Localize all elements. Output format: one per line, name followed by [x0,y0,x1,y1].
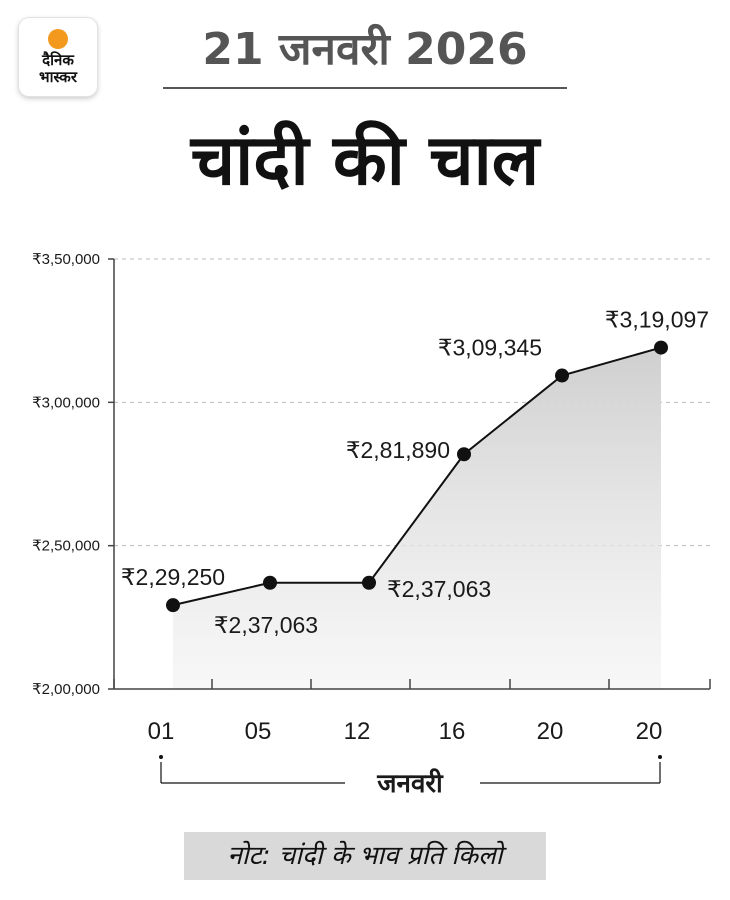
data-point [555,368,569,383]
y-tick-label: ₹3,50,000 [32,251,100,268]
x-tick-label: 20 [636,718,663,745]
header-date: 21 जनवरी 2026 [202,24,528,75]
data-point [263,575,277,590]
data-label: ₹2,29,250 [121,564,225,590]
data-label: ₹2,37,063 [387,576,491,602]
data-point [457,447,471,462]
y-tick-label: ₹2,50,000 [32,538,100,555]
page-title: चांदी की चाल [190,119,540,201]
x-tick-label: 20 [537,718,564,745]
data-point [654,340,668,355]
data-label: ₹2,81,890 [346,437,450,463]
data-point [166,598,180,613]
logo-text-line1: दैनिक [42,51,74,69]
data-point [362,575,376,590]
bracket-dot-right [658,755,662,759]
x-tick-label: 01 [148,718,175,745]
data-label: ₹2,37,063 [214,612,318,638]
price-note: नोट: चांदी के भाव प्रति किलो [184,832,546,880]
data-label: ₹3,19,097 [605,307,709,333]
x-tick-label: 16 [439,718,466,745]
header-divider [163,87,567,89]
y-tick-label: ₹2,00,000 [32,681,100,698]
series-line [172,346,662,607]
data-label: ₹3,09,345 [438,335,542,361]
x-tick-label: 05 [245,718,272,745]
dainik-bhaskar-logo: दैनिक भास्कर [19,18,97,96]
x-axis-label: जनवरी [376,768,444,798]
y-tick-label: ₹3,00,000 [32,394,100,411]
logo-text-line2: भास्कर [39,68,77,86]
bracket-dot-left [159,755,163,759]
x-tick-label: 12 [344,718,371,745]
silver-price-chart: ₹2,00,000 ₹2,50,000 ₹3,00,000 ₹3,50,000 ₹2,2… [32,251,711,798]
sun-icon [48,29,68,49]
